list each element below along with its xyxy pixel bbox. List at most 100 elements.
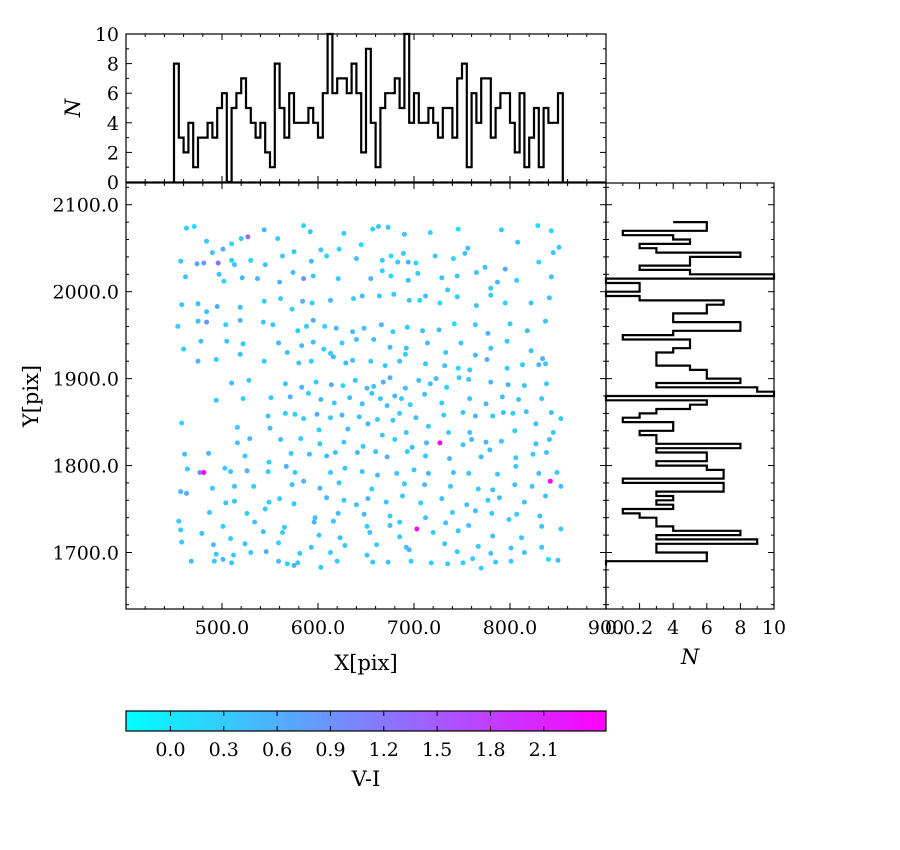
scatter-point [318, 247, 324, 253]
scatter-point [367, 530, 373, 535]
scatter-point [502, 300, 508, 306]
y-histogram-tick-label: 4 [667, 617, 679, 639]
colorbar-label: V-I [351, 767, 381, 791]
scatter-point [220, 556, 226, 562]
scatter-point [436, 327, 442, 333]
scatter-point [276, 540, 282, 546]
colorbar-tick-label: 0.3 [209, 739, 239, 761]
scatter-point [472, 413, 478, 419]
scatter-point [291, 563, 297, 568]
scatter-point [400, 250, 406, 256]
scatter-point [232, 262, 237, 268]
scatter-point [547, 478, 553, 484]
scatter-point [483, 439, 489, 445]
scatter-point [341, 230, 347, 236]
scatter-point [263, 549, 269, 555]
scatter-point [375, 417, 380, 422]
scatter-point [239, 275, 245, 281]
scatter-point [268, 395, 274, 401]
scatter-point [291, 249, 297, 255]
scatter-point [278, 296, 284, 302]
scatter-xlabel: X[pix] [334, 651, 397, 675]
scatter-point [376, 224, 381, 229]
scatter-point [209, 250, 215, 256]
y-tick-label: 2100.0 [53, 195, 119, 217]
scatter-point [422, 391, 428, 397]
scatter-point [544, 381, 549, 387]
scatter-point [460, 410, 466, 415]
scatter-point [343, 360, 349, 366]
scatter-point [321, 346, 327, 352]
scatter-point [237, 317, 243, 323]
x-histogram-panel: 0 2 4 6 8 10 N [61, 24, 607, 194]
scatter-point [369, 486, 375, 492]
scatter-point [260, 319, 266, 325]
scatter-point [364, 552, 370, 558]
y-histogram-ticks: 0.0.2 4 6 8 10 [605, 183, 786, 639]
scatter-point [248, 257, 254, 263]
scatter-point [330, 518, 336, 524]
scatter-point [199, 530, 205, 536]
scatter-point [484, 357, 490, 362]
scatter-point [554, 470, 560, 475]
scatter-point [328, 470, 333, 475]
scatter-point [528, 348, 534, 354]
scatter-point [445, 561, 451, 567]
scatter-point [252, 519, 258, 525]
scatter-point [237, 304, 243, 310]
scatter-point [350, 357, 356, 363]
scatter-point [316, 532, 322, 538]
scatter-point [333, 325, 339, 331]
scatter-point [379, 268, 385, 274]
scatter-point [397, 410, 403, 416]
scatter-point [384, 403, 390, 409]
scatter-point [402, 351, 408, 357]
scatter-point [377, 396, 383, 402]
scatter-point [311, 519, 317, 525]
scatter-point [456, 375, 462, 381]
scatter-point [519, 535, 524, 541]
scatter-point [371, 383, 377, 389]
scatter-point [536, 362, 542, 368]
scatter-point [423, 515, 428, 521]
scatter-point [523, 409, 529, 415]
scatter-point [546, 437, 552, 442]
scatter-point [469, 437, 475, 442]
scatter-point [211, 558, 217, 564]
scatter-point [558, 416, 564, 422]
scatter-point [301, 276, 307, 282]
scatter-point [390, 329, 396, 335]
scatter-point [371, 337, 377, 342]
scatter-point [347, 395, 353, 401]
scatter-point [337, 535, 343, 541]
scatter-point [437, 300, 443, 306]
scatter-point [251, 483, 257, 489]
scatter-point [387, 513, 393, 519]
scatter-point [379, 432, 385, 438]
scatter-point [255, 276, 260, 282]
scatter-point [284, 561, 290, 567]
colorbar-tick-label: 0.9 [315, 739, 345, 761]
scatter-point [521, 383, 527, 389]
scatter-point [405, 277, 411, 283]
scatter-point [204, 238, 210, 244]
scatter-point [332, 450, 338, 455]
scatter-point [543, 361, 548, 367]
scatter-point [262, 262, 268, 268]
scatter-point [390, 417, 396, 423]
scatter-point [267, 425, 273, 431]
scatter-point [388, 253, 394, 259]
scatter-point [265, 469, 271, 475]
scatter-point [475, 543, 481, 549]
scatter-point [530, 451, 536, 457]
scatter-point [306, 451, 312, 457]
scatter-point [394, 470, 400, 476]
scatter-point [415, 270, 421, 276]
scatter-point [288, 450, 294, 456]
scatter-point [328, 297, 333, 303]
scatter-point [280, 530, 285, 535]
scatter-point [544, 450, 549, 455]
scatter-point [535, 223, 541, 229]
scatter-point [425, 470, 431, 476]
